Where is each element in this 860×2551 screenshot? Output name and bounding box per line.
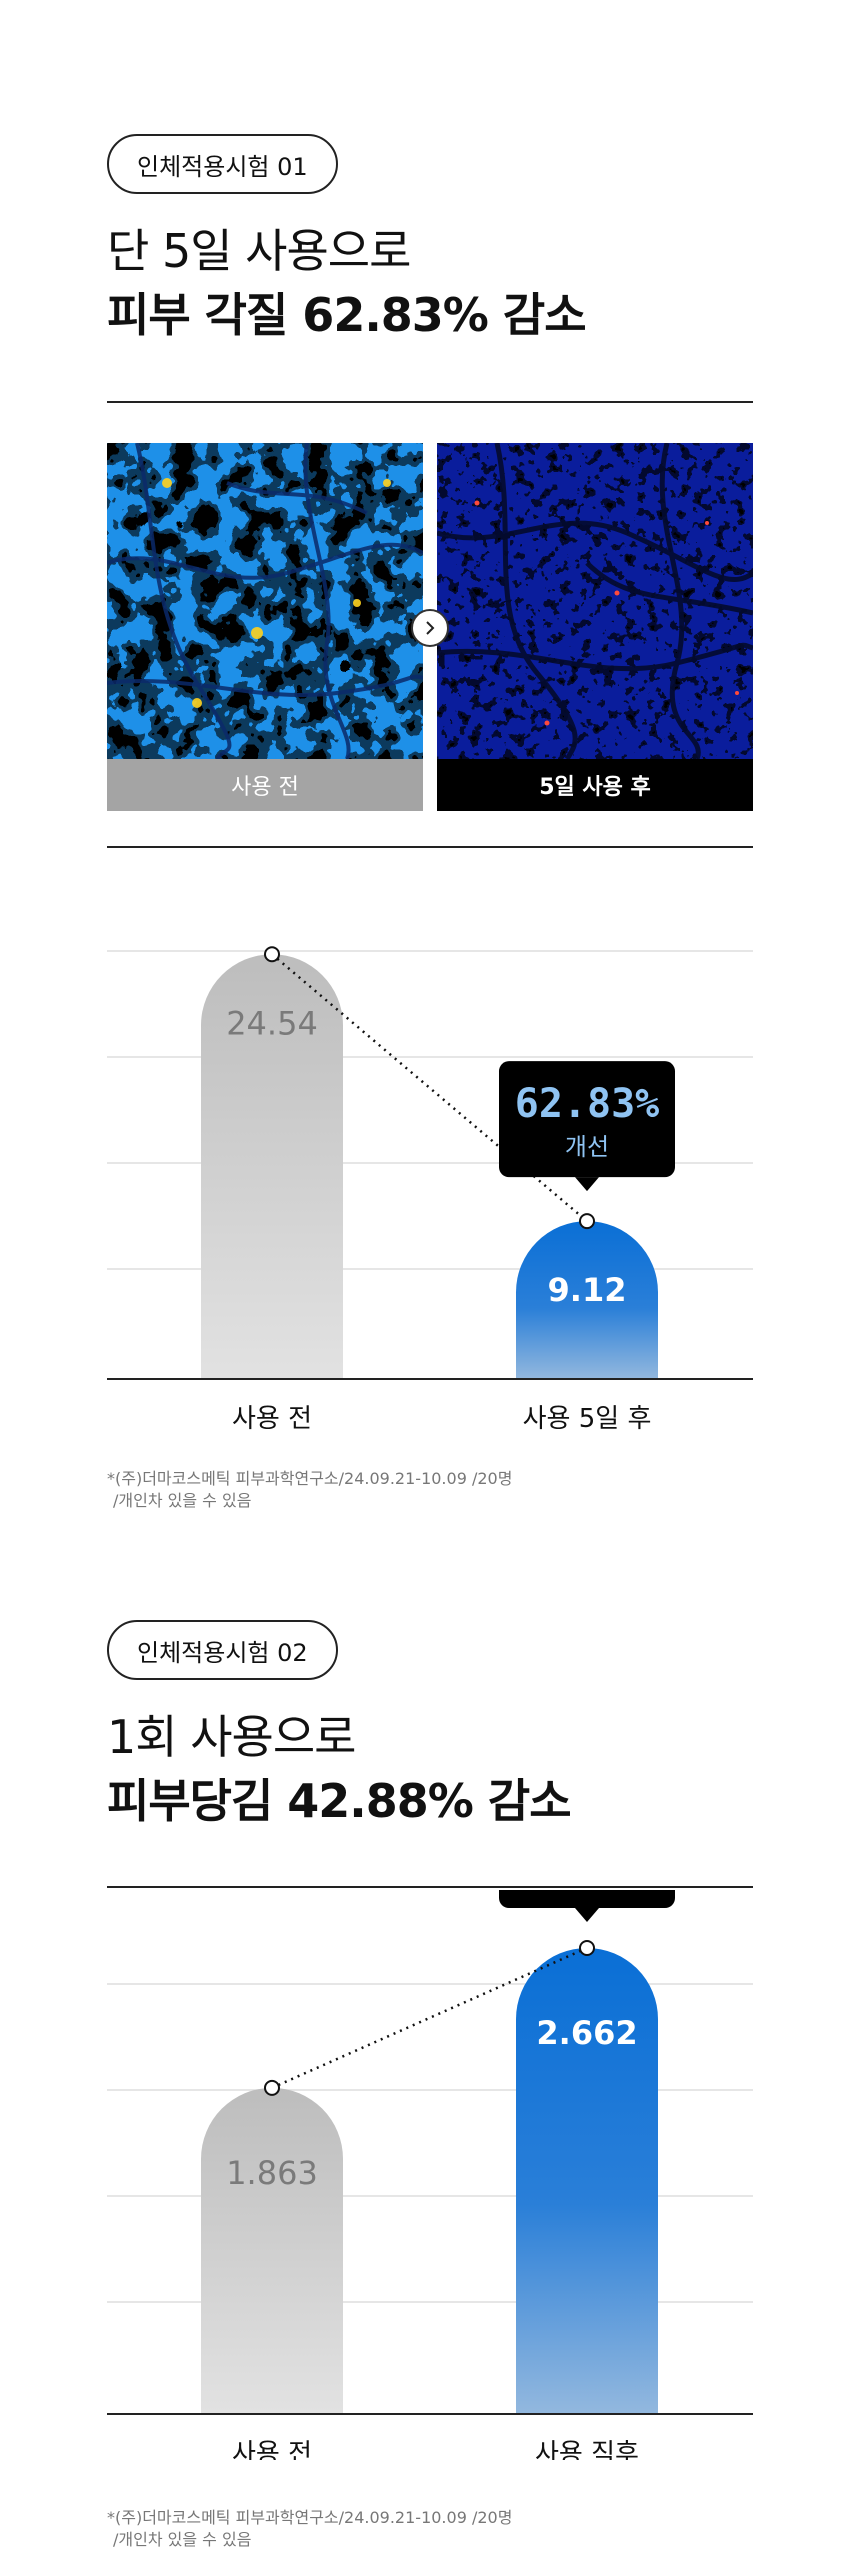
bar-before xyxy=(201,954,343,1379)
improvement-callout: 62.83% 개선 xyxy=(499,1061,675,1192)
point-after xyxy=(579,1940,595,1956)
after-skin-image xyxy=(437,443,753,759)
x-label-before: 사용 전 xyxy=(232,1404,312,1434)
bar-after xyxy=(516,1948,658,2414)
trial1-top-rule xyxy=(107,401,753,403)
point-before xyxy=(264,946,280,963)
x-label-after: 사용 직후 xyxy=(535,2439,639,2460)
trial1-footnote-line1: *(주)더마코스메틱 피부과학연구소/24.09.21-10.09 /20명 xyxy=(107,1469,513,1488)
trial2-footnote-line1: *(주)더마코스메틱 피부과학연구소/24.09.21-10.09 /20명 xyxy=(107,2508,513,2527)
chevron-right-icon xyxy=(411,609,449,647)
trial2-bar-chart: 1.863 사용 전 2.662 사용 직후 42.88%개선 xyxy=(107,1890,753,2460)
callout-percentage: 62.83% xyxy=(515,1081,660,1127)
bar-after xyxy=(516,1221,658,1379)
before-skin-texture xyxy=(107,443,423,759)
trial2-badge: 인체적용시험 02 xyxy=(107,1620,338,1680)
trial2-top-rule xyxy=(107,1886,753,1888)
trial2-headline-2: 피부당김 42.88% 감소 xyxy=(107,1774,572,1828)
trial1-badge: 인체적용시험 01 xyxy=(107,134,338,194)
trial2-badge-label: 인체적용시험 02 xyxy=(137,1638,308,1667)
trial1-headline-2: 피부 각질 62.83% 감소 xyxy=(107,288,587,342)
after-skin-texture xyxy=(437,443,753,759)
bar-after-value-label: 9.12 xyxy=(548,1271,627,1309)
trial2-footnote: *(주)더마코스메틱 피부과학연구소/24.09.21-10.09 /20명 /… xyxy=(107,2507,512,2551)
trial1-footnote: *(주)더마코스메틱 피부과학연구소/24.09.21-10.09 /20명 /… xyxy=(107,1468,512,1512)
callout-label: 개선 xyxy=(565,1890,609,1892)
trial1-headline-1: 단 5일 사용으로 xyxy=(107,224,411,278)
before-caption: 사용 전 xyxy=(107,759,423,811)
trial1-footnote-line2: /개인차 있을 수 있음 xyxy=(113,1491,252,1510)
improvement-callout: 42.88%개선 xyxy=(499,1890,675,1922)
trial1-badge-label: 인체적용시험 01 xyxy=(137,152,308,181)
trial2-headline-1: 1회 사용으로 xyxy=(107,1710,356,1764)
point-after xyxy=(579,1213,595,1230)
after-caption: 5일 사용 후 xyxy=(437,759,753,811)
bar-before-value-label: 1.863 xyxy=(226,2154,318,2192)
before-skin-image xyxy=(107,443,423,759)
trial2-footnote-line2: /개인차 있을 수 있음 xyxy=(113,2530,252,2549)
bar-before xyxy=(201,2087,343,2414)
x-label-before: 사용 전 xyxy=(232,2439,312,2460)
trial1-mid-rule xyxy=(107,846,753,848)
x-label-after: 사용 5일 후 xyxy=(523,1404,652,1434)
point-before xyxy=(264,2079,280,2096)
bar-after-value-label: 2.662 xyxy=(536,2014,637,2052)
trial1-bar-chart: 24.54 사용 전 9.12 사용 5일 후 62.83% 개선 xyxy=(107,946,753,1434)
bar-before-value-label: 24.54 xyxy=(226,1004,318,1042)
trend-connector xyxy=(271,1946,588,2090)
callout-label: 개선 xyxy=(565,1133,609,1161)
